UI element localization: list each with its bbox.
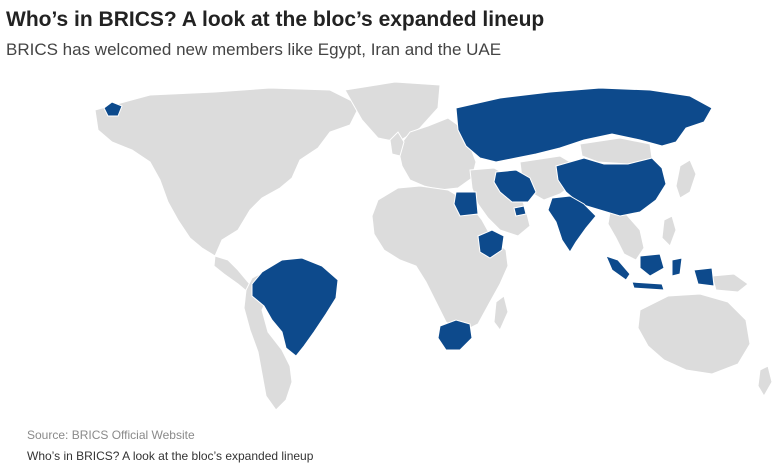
chart-subtitle: BRICS has welcomed new members like Egyp… xyxy=(6,40,502,59)
country-ethiopia xyxy=(477,229,505,259)
philippines xyxy=(661,215,677,247)
figure-caption: Who’s in BRICS? A look at the bloc’s exp… xyxy=(27,449,314,463)
uk xyxy=(389,131,405,157)
country-indonesia-sulawesi xyxy=(671,257,683,277)
country-uae xyxy=(513,205,527,217)
australia xyxy=(637,293,751,375)
country-indonesia-papua xyxy=(693,267,715,287)
japan xyxy=(675,159,697,199)
papua-new-guinea xyxy=(711,273,749,293)
country-indonesia-borneo xyxy=(639,253,665,277)
north-america xyxy=(94,87,361,257)
world-map xyxy=(94,81,773,410)
source-note: Source: BRICS Official Website xyxy=(27,428,195,442)
country-russia xyxy=(455,87,713,163)
new-zealand xyxy=(757,365,773,397)
country-iran xyxy=(493,169,537,203)
country-alaska-highlight xyxy=(103,101,123,117)
madagascar xyxy=(493,295,509,331)
country-india xyxy=(547,195,597,253)
non-member-land xyxy=(94,81,773,410)
country-indonesia-java xyxy=(631,281,665,291)
brics-members xyxy=(103,87,715,357)
country-brazil xyxy=(251,257,339,357)
southeast-asia xyxy=(607,211,645,261)
country-south-africa xyxy=(437,319,473,351)
greenland xyxy=(344,81,441,143)
country-indonesia-sumatra xyxy=(605,255,631,281)
country-egypt xyxy=(453,191,479,217)
chart-title: Who’s in BRICS? A look at the bloc’s exp… xyxy=(6,8,545,31)
